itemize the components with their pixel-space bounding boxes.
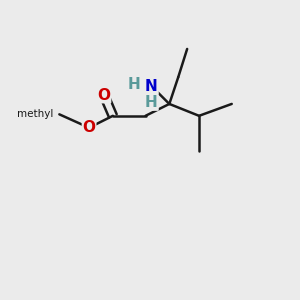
Text: H: H [128, 77, 141, 92]
Text: N: N [145, 79, 158, 94]
Text: O: O [98, 88, 110, 103]
Text: O: O [82, 120, 96, 135]
Text: methyl: methyl [17, 109, 53, 119]
Text: H: H [145, 95, 158, 110]
